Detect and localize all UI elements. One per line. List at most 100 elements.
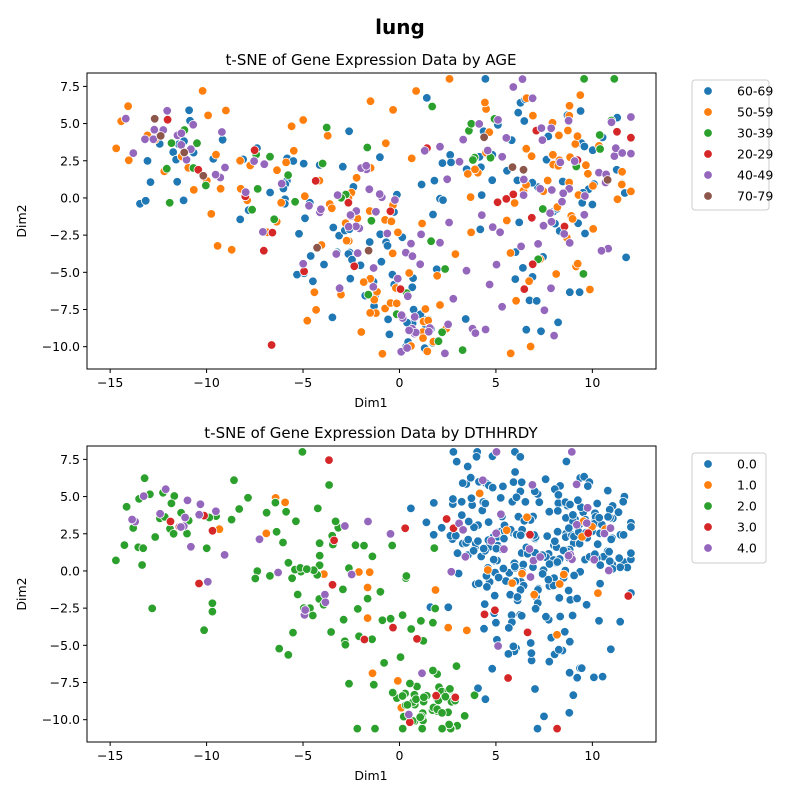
- dthhrdy-point: [457, 497, 467, 507]
- dthhrdy-point: [503, 649, 514, 659]
- age-x-tick-label: 5: [492, 375, 500, 390]
- dthhrdy-x-tick-label: 10: [584, 748, 600, 763]
- dthhrdy-point: [554, 593, 565, 603]
- dthhrdy-point: [603, 512, 613, 522]
- age-point: [345, 210, 356, 220]
- dthhrdy-point: [605, 556, 615, 567]
- age-point: [575, 106, 586, 116]
- dthhrdy-legend-marker: [703, 459, 713, 469]
- dthhrdy-point: [405, 678, 415, 689]
- age-point: [580, 228, 590, 239]
- age-point: [537, 135, 548, 145]
- age-point: [356, 327, 367, 337]
- age-point: [392, 298, 402, 309]
- dthhrdy-point: [457, 510, 467, 520]
- age-point: [393, 227, 403, 238]
- dthhrdy-point: [491, 618, 501, 628]
- dthhrdy-point: [367, 668, 378, 679]
- age-point: [525, 341, 536, 352]
- dthhrdy-point: [412, 634, 422, 644]
- dthhrdy-point: [504, 623, 514, 633]
- age-point: [267, 227, 278, 238]
- age-point: [259, 245, 269, 256]
- age-point: [450, 249, 461, 259]
- dthhrdy-point: [498, 481, 508, 492]
- age-point: [420, 146, 430, 156]
- age-point: [558, 188, 568, 199]
- dthhrdy-point: [274, 643, 284, 654]
- age-point: [299, 158, 309, 169]
- dthhrdy-point: [491, 528, 501, 539]
- dthhrdy-y-tick-label: −10.0: [42, 712, 80, 727]
- age-point: [393, 273, 403, 284]
- dthhrdy-point: [560, 627, 570, 637]
- dthhrdy-point: [429, 498, 439, 508]
- dthhrdy-point: [489, 554, 499, 565]
- dthhrdy-point: [511, 492, 522, 503]
- dthhrdy-point: [468, 546, 479, 556]
- dthhrdy-point: [180, 512, 190, 523]
- dthhrdy-point: [606, 644, 616, 655]
- dthhrdy-point: [278, 537, 288, 548]
- age-point: [554, 130, 564, 141]
- dthhrdy-point: [507, 578, 517, 588]
- dthhrdy-point: [559, 569, 569, 580]
- age-point: [249, 156, 259, 166]
- dthhrdy-point: [229, 475, 239, 485]
- dthhrdy-point: [320, 597, 331, 608]
- dthhrdy-point: [362, 582, 373, 593]
- age-point: [479, 132, 489, 143]
- age-point: [580, 191, 590, 201]
- age-point: [570, 139, 581, 149]
- age-point: [521, 325, 532, 335]
- age-legend-label: 30-39: [737, 126, 773, 141]
- dthhrdy-point: [527, 480, 538, 490]
- age-point: [212, 241, 223, 251]
- dthhrdy-point: [544, 559, 555, 569]
- dthhrdy-point: [479, 543, 489, 554]
- dthhrdy-point: [211, 506, 221, 517]
- age-point: [386, 216, 397, 227]
- age-point: [300, 191, 310, 201]
- dthhrdy-point: [488, 482, 498, 493]
- dthhrdy-point: [367, 551, 378, 562]
- dthhrdy-point: [270, 497, 281, 508]
- age-point: [596, 246, 607, 256]
- age-point: [477, 210, 487, 220]
- dthhrdy-legend-label: 1.0: [737, 478, 757, 493]
- age-point: [440, 348, 450, 359]
- age-point: [595, 130, 605, 140]
- age-point: [497, 302, 507, 312]
- age-point: [475, 224, 486, 235]
- dthhrdy-point: [544, 656, 555, 667]
- dthhrdy-point: [338, 615, 349, 625]
- age-point: [461, 266, 472, 276]
- dthhrdy-point: [466, 493, 477, 504]
- dthhrdy-point: [606, 534, 616, 545]
- age-point: [197, 86, 208, 96]
- age-point: [533, 239, 543, 249]
- dthhrdy-point: [362, 613, 373, 623]
- age-point: [140, 196, 151, 206]
- dthhrdy-point: [540, 474, 551, 484]
- age-point: [361, 161, 371, 171]
- age-point: [470, 328, 481, 338]
- dthhrdy-point: [567, 610, 578, 621]
- age-point: [377, 349, 388, 359]
- age-point: [375, 152, 385, 162]
- dthhrdy-point: [480, 599, 490, 609]
- age-point: [407, 251, 418, 261]
- age-point: [416, 229, 426, 240]
- dthhrdy-y-tick-label: −7.5: [50, 675, 80, 690]
- dthhrdy-point: [416, 616, 426, 626]
- age-y-axis-label: Dim2: [14, 204, 29, 237]
- age-point: [365, 308, 375, 318]
- dthhrdy-point: [300, 605, 310, 615]
- age-point: [587, 199, 598, 210]
- age-point: [124, 155, 134, 166]
- dthhrdy-point: [265, 571, 275, 581]
- age-point: [311, 305, 321, 315]
- dthhrdy-point: [510, 561, 520, 572]
- dthhrdy-point: [577, 663, 587, 673]
- age-point: [164, 198, 175, 208]
